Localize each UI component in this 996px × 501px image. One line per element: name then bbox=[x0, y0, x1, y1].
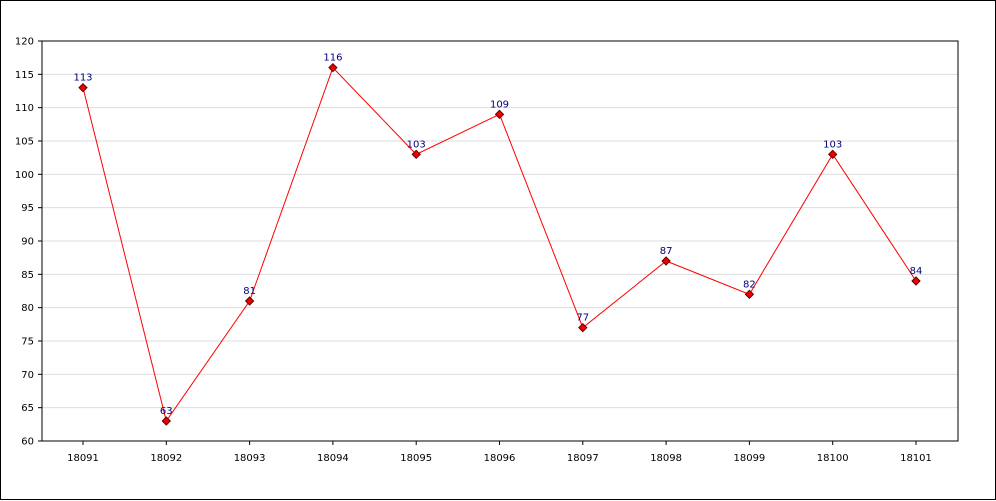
data-label: 87 bbox=[660, 246, 673, 257]
data-label: 116 bbox=[323, 53, 342, 64]
x-tick-label: 18100 bbox=[817, 453, 849, 464]
x-tick-label: 18097 bbox=[567, 453, 599, 464]
x-tick-label: 18092 bbox=[150, 453, 182, 464]
y-tick-label: 110 bbox=[15, 103, 34, 114]
data-label: 84 bbox=[910, 266, 923, 277]
data-point-marker bbox=[411, 149, 421, 160]
data-label: 113 bbox=[73, 73, 92, 84]
data-point-marker bbox=[78, 82, 88, 93]
data-label: 77 bbox=[576, 313, 589, 324]
y-tick-label: 70 bbox=[21, 370, 34, 381]
data-point-marker bbox=[494, 109, 505, 120]
grid-lines bbox=[42, 73, 958, 409]
y-tick-label: 105 bbox=[15, 137, 34, 148]
data-markers bbox=[78, 62, 921, 426]
x-tick-label: 18099 bbox=[733, 453, 765, 464]
series-line-group bbox=[82, 66, 917, 423]
data-label: 63 bbox=[160, 406, 173, 417]
y-tick-label: 85 bbox=[21, 270, 34, 281]
x-tick-label: 18091 bbox=[67, 453, 99, 464]
y-tick-label: 80 bbox=[21, 303, 34, 314]
data-point-marker bbox=[328, 62, 338, 73]
y-tick-label: 100 bbox=[15, 170, 34, 181]
data-point-marker bbox=[578, 322, 588, 333]
data-point-marker bbox=[827, 149, 838, 160]
data-point-marker bbox=[744, 289, 755, 300]
x-tick-label: 18098 bbox=[650, 453, 682, 464]
x-tick-label: 18093 bbox=[234, 453, 266, 464]
y-tick-label: 90 bbox=[21, 237, 34, 248]
data-label: 103 bbox=[823, 139, 842, 150]
y-tick-label: 65 bbox=[21, 403, 34, 414]
data-point-marker bbox=[161, 416, 172, 426]
data-label: 109 bbox=[490, 99, 509, 110]
y-tick-label: 120 bbox=[15, 37, 34, 48]
y-axis-ticks: 60 65 70 75 80 85 90 95 100 105 110 115 120 bbox=[15, 37, 42, 448]
x-axis-ticks: 18091 18092 18093 18094 18095 18096 18097 18098… bbox=[67, 441, 932, 464]
y-tick-label: 75 bbox=[21, 337, 34, 348]
series-line bbox=[82, 66, 917, 423]
data-labels: 113 63 81 116 103 109 77 87 82 103 84 bbox=[73, 53, 922, 417]
x-tick-label: 18101 bbox=[900, 453, 932, 464]
data-point-marker bbox=[911, 276, 921, 286]
y-tick-label: 95 bbox=[21, 203, 34, 214]
data-point-marker bbox=[244, 296, 255, 306]
x-tick-label: 18094 bbox=[317, 453, 349, 464]
data-label: 82 bbox=[743, 279, 756, 290]
data-label: 81 bbox=[243, 286, 256, 297]
y-tick-label: 60 bbox=[21, 437, 34, 448]
data-point-marker bbox=[661, 256, 671, 266]
data-label: 103 bbox=[407, 139, 426, 150]
y-tick-label: 115 bbox=[15, 70, 34, 81]
x-tick-label: 18095 bbox=[400, 453, 432, 464]
x-tick-label: 18096 bbox=[484, 453, 516, 464]
